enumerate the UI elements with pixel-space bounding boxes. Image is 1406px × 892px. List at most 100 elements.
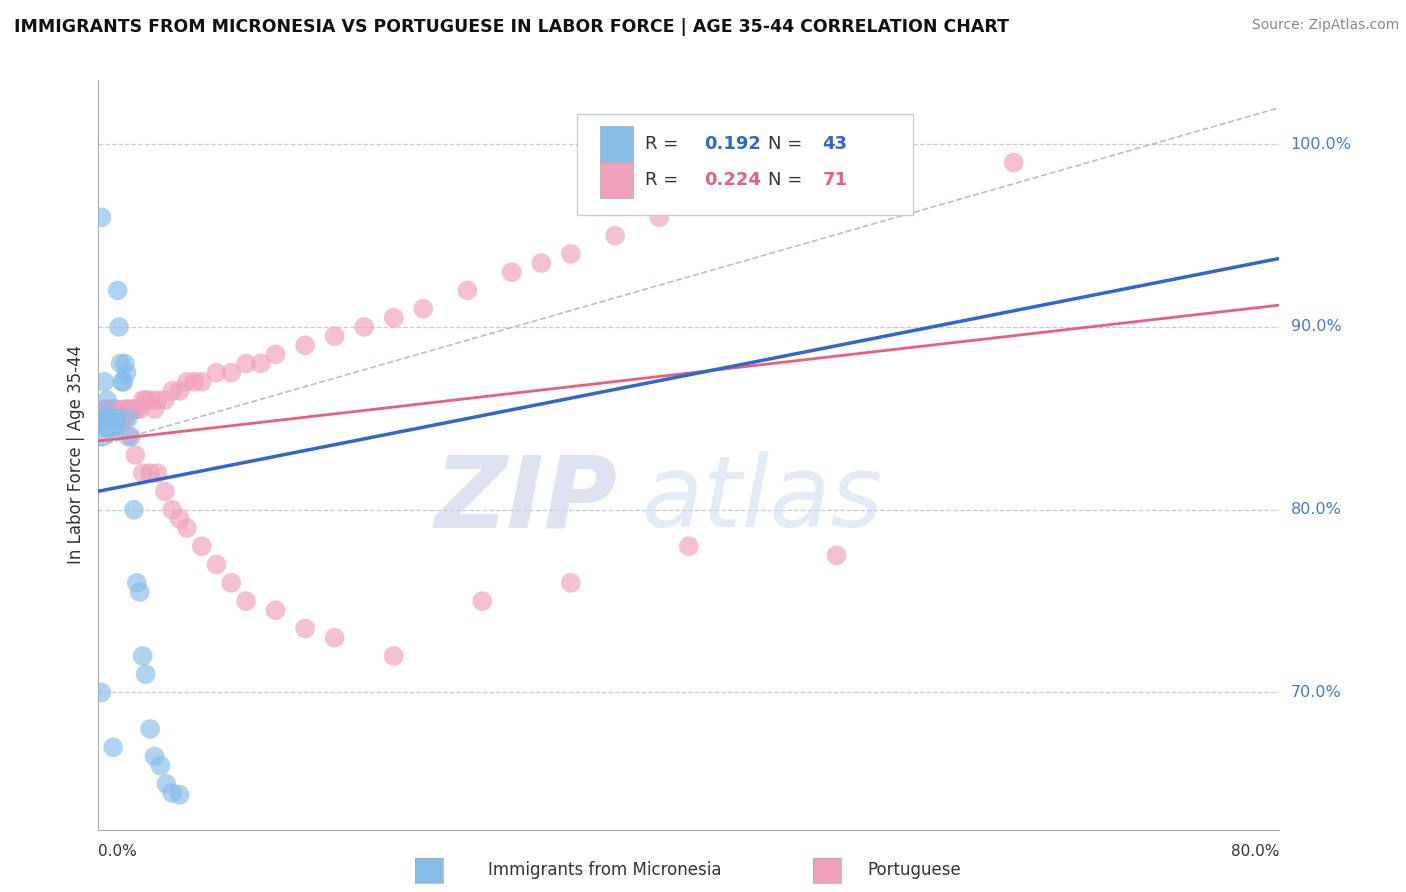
Point [125, 575, 148, 590]
Point [294, 622, 316, 636]
Point [96, 420, 118, 434]
Point [125, 402, 148, 417]
Point [605, 228, 627, 243]
Point [412, 301, 434, 316]
Point [382, 310, 405, 325]
Point [648, 211, 671, 225]
Point [153, 393, 176, 408]
Point [96, 393, 118, 408]
Point [169, 384, 191, 398]
Point [114, 357, 136, 371]
Point [162, 786, 183, 800]
Point [132, 466, 155, 480]
Point [221, 575, 243, 590]
Point [98, 411, 121, 425]
Text: 70.0%: 70.0% [1291, 685, 1341, 700]
Point [115, 402, 138, 417]
Point [105, 411, 128, 425]
Point [91, 411, 114, 425]
Point [94, 411, 117, 425]
Point [97, 411, 120, 425]
Point [117, 430, 139, 444]
FancyBboxPatch shape [576, 114, 914, 215]
Text: 90.0%: 90.0% [1291, 319, 1341, 334]
Point [162, 384, 183, 398]
Point [94, 420, 117, 434]
Text: IMMIGRANTS FROM MICRONESIA VS PORTUGUESE IN LABOR FORCE | AGE 35-44 CORRELATION : IMMIGRANTS FROM MICRONESIA VS PORTUGUESE… [14, 18, 1010, 36]
Point [105, 411, 128, 425]
Point [176, 521, 198, 535]
Point [110, 411, 132, 425]
Point [323, 631, 346, 645]
Y-axis label: In Labor Force | Age 35-44: In Labor Force | Age 35-44 [66, 345, 84, 565]
Point [560, 575, 582, 590]
Text: 43: 43 [823, 135, 848, 153]
Point [100, 402, 122, 417]
Point [132, 648, 155, 663]
Point [108, 320, 131, 334]
Text: R =: R = [645, 135, 685, 153]
Point [139, 466, 162, 480]
Point [103, 420, 125, 434]
Point [111, 411, 134, 425]
Point [115, 366, 138, 380]
Point [122, 502, 145, 516]
Text: 0.224: 0.224 [704, 171, 761, 189]
Point [97, 420, 120, 434]
Point [1002, 155, 1025, 169]
Point [155, 777, 177, 791]
Point [323, 329, 346, 343]
Point [117, 411, 139, 425]
Point [91, 430, 114, 444]
Point [124, 448, 146, 462]
Text: 0.0%: 0.0% [98, 844, 138, 859]
Point [143, 749, 166, 764]
Point [90, 211, 112, 225]
Text: N =: N = [768, 135, 808, 153]
Point [114, 411, 136, 425]
Text: 71: 71 [823, 171, 848, 189]
Point [205, 558, 228, 572]
Point [105, 420, 128, 434]
Point [132, 393, 155, 408]
Point [250, 357, 273, 371]
Point [191, 375, 214, 389]
Point [120, 430, 142, 444]
Point [117, 402, 139, 417]
Point [135, 667, 157, 681]
Point [191, 539, 214, 553]
Point [457, 284, 479, 298]
Point [264, 347, 287, 361]
FancyBboxPatch shape [600, 162, 634, 198]
Point [235, 594, 257, 608]
Point [135, 393, 157, 408]
Point [98, 420, 121, 434]
Point [98, 402, 121, 417]
Point [153, 484, 176, 499]
Point [501, 265, 523, 279]
Point [530, 256, 553, 270]
Point [112, 402, 135, 417]
Point [146, 466, 169, 480]
Text: atlas: atlas [641, 451, 883, 549]
Point [96, 402, 118, 417]
Text: 80.0%: 80.0% [1232, 844, 1279, 859]
Text: N =: N = [768, 171, 808, 189]
Point [169, 788, 191, 802]
Point [205, 366, 228, 380]
Point [648, 183, 671, 197]
Point [169, 512, 191, 526]
Point [139, 393, 162, 408]
Text: 0.192: 0.192 [704, 135, 761, 153]
Point [112, 375, 135, 389]
Point [678, 539, 700, 553]
Point [162, 502, 183, 516]
Text: 80.0%: 80.0% [1291, 502, 1341, 517]
Point [107, 284, 129, 298]
Point [183, 375, 205, 389]
Text: ZIP: ZIP [434, 451, 619, 549]
Point [176, 375, 198, 389]
Point [471, 594, 494, 608]
Point [100, 420, 122, 434]
Text: R =: R = [645, 171, 685, 189]
